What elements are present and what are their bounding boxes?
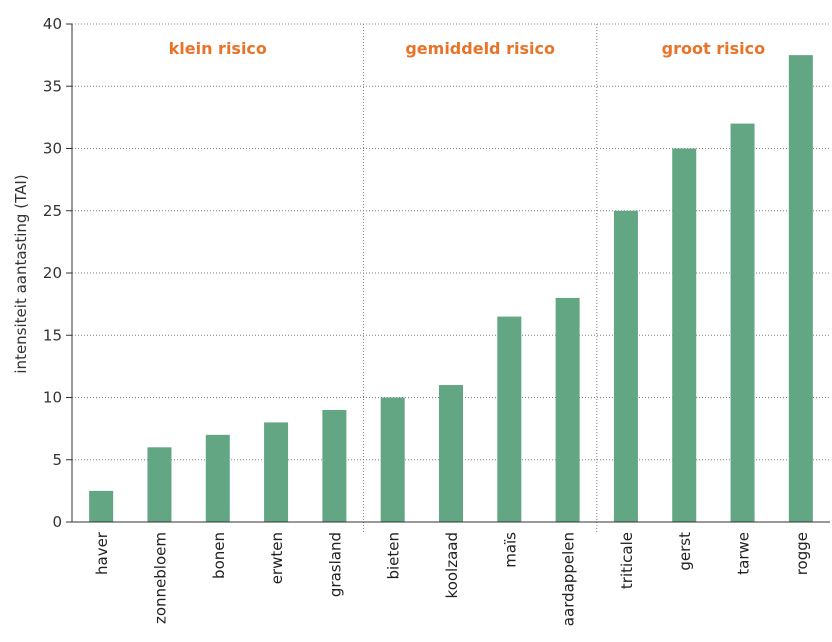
risk-zone-labels: klein risico gemiddeld risico groot risico <box>169 39 765 58</box>
bar-gerst <box>672 148 697 522</box>
x-tick-label: aardappelen <box>560 532 578 626</box>
y-tick-label: 15 <box>43 326 62 344</box>
risk-zone-label: gemiddeld risico <box>405 39 555 58</box>
y-tick-label: 40 <box>43 15 62 33</box>
risk-zone-label: groot risico <box>662 39 765 58</box>
bar-tarwe <box>730 123 755 522</box>
y-tick-label: 25 <box>43 202 62 220</box>
bar-erwten <box>264 422 289 522</box>
bar-maïs <box>497 316 522 522</box>
x-tick-label: rogge <box>793 532 811 575</box>
bar-aardappelen <box>555 297 580 522</box>
bar-grasland <box>322 409 347 522</box>
y-tick-label: 0 <box>52 513 62 531</box>
bars <box>89 55 813 522</box>
y-tick-labels: 0 5 10 15 20 25 30 35 40 <box>43 15 72 531</box>
y-tick-label: 5 <box>52 451 62 469</box>
x-tick-label: koolzaad <box>443 532 461 598</box>
bar-rogge <box>788 55 813 522</box>
bar-koolzaad <box>439 385 463 522</box>
x-tick-label: zonnebloem <box>151 532 169 624</box>
bar-triticale <box>613 210 638 522</box>
bar-bieten <box>380 397 405 522</box>
y-tick-label: 10 <box>43 389 62 407</box>
x-tick-label: gerst <box>676 532 694 571</box>
bar-bonen <box>205 434 230 522</box>
group-separators <box>363 24 598 532</box>
category-labels: haver zonnebloem bonen erwten grasland bieten… <box>93 531 811 626</box>
x-tick-label: triticale <box>618 532 636 589</box>
x-tick-label: grasland <box>326 532 344 597</box>
x-tick-label: haver <box>93 531 111 575</box>
x-tick-label: bieten <box>385 532 403 580</box>
x-tick-label: tarwe <box>735 532 753 575</box>
y-axis-label: intensiteit aantasting (TAI) <box>12 174 30 373</box>
y-tick-label: 30 <box>43 140 62 158</box>
x-tick-label: bonen <box>210 532 228 579</box>
risk-zone-label: klein risico <box>169 39 267 58</box>
x-tick-label: maïs <box>501 532 519 568</box>
bar-haver <box>89 490 114 522</box>
x-tick-label: erwten <box>268 532 286 584</box>
y-tick-label: 20 <box>43 264 62 282</box>
y-tick-label: 35 <box>43 77 62 95</box>
bar-zonnebloem <box>147 447 172 522</box>
